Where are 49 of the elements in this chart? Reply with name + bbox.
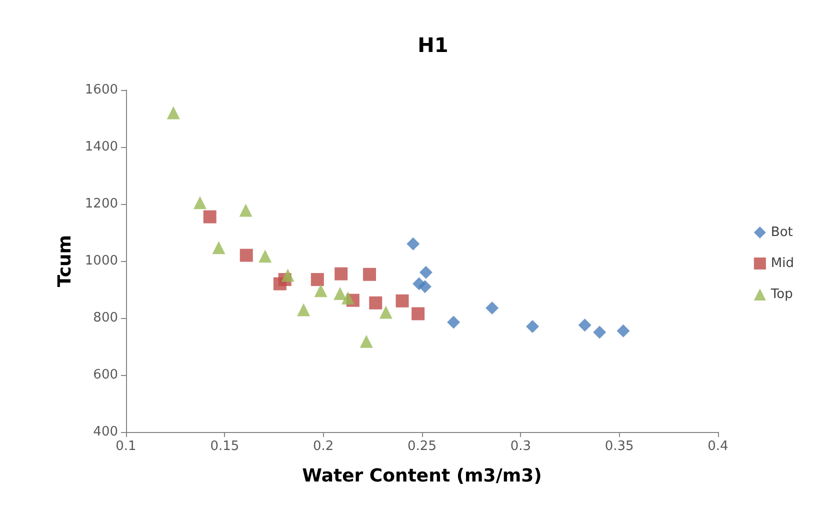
point	[334, 286, 347, 300]
x-tick-label: 0.35	[604, 439, 634, 454]
x-tick-label: 0.25	[408, 439, 436, 454]
legend-label: Top	[770, 287, 793, 302]
chart-title: H1	[418, 33, 448, 57]
point	[578, 318, 592, 332]
point	[334, 267, 348, 280]
point	[281, 268, 294, 282]
point	[593, 326, 606, 339]
point	[203, 210, 216, 224]
x-tick-label: 0.4	[708, 439, 728, 454]
y-axis-title: Tcum	[54, 234, 76, 288]
point	[419, 266, 432, 279]
point	[297, 303, 310, 316]
x-tick-label: 0.1	[116, 439, 136, 454]
y-tick-label: 1000	[84, 254, 118, 268]
point	[396, 294, 409, 308]
point	[360, 334, 373, 348]
y-tick-label: 1600	[84, 82, 118, 98]
legend-label: Mid	[770, 256, 794, 271]
point	[369, 296, 382, 310]
x-tick-label: 0.3	[510, 439, 532, 454]
legend-label: Bot	[770, 225, 793, 240]
y-tick-label: 800	[93, 310, 118, 326]
point	[239, 204, 252, 217]
point	[363, 268, 376, 281]
point	[406, 237, 420, 250]
point	[616, 324, 630, 338]
y-tick-label: 1400	[84, 140, 118, 154]
y-tick-label: 400	[93, 424, 118, 440]
x-tick-label: 0.2	[312, 439, 334, 454]
point	[486, 302, 499, 315]
point	[418, 280, 432, 294]
x-axis-title: Water Content (m3/m3)	[302, 466, 542, 486]
point	[194, 196, 206, 210]
point	[412, 307, 425, 320]
point	[240, 248, 253, 262]
point	[212, 241, 226, 254]
point	[166, 106, 180, 120]
y-tick-label: 1200	[84, 196, 118, 212]
point	[447, 316, 460, 329]
point	[310, 273, 324, 286]
point	[258, 250, 272, 263]
point	[526, 320, 540, 334]
x-tick-label: 0.15	[210, 439, 240, 454]
point	[379, 306, 392, 319]
point	[314, 284, 328, 298]
point	[342, 292, 354, 305]
y-tick-label: 600	[93, 368, 118, 382]
